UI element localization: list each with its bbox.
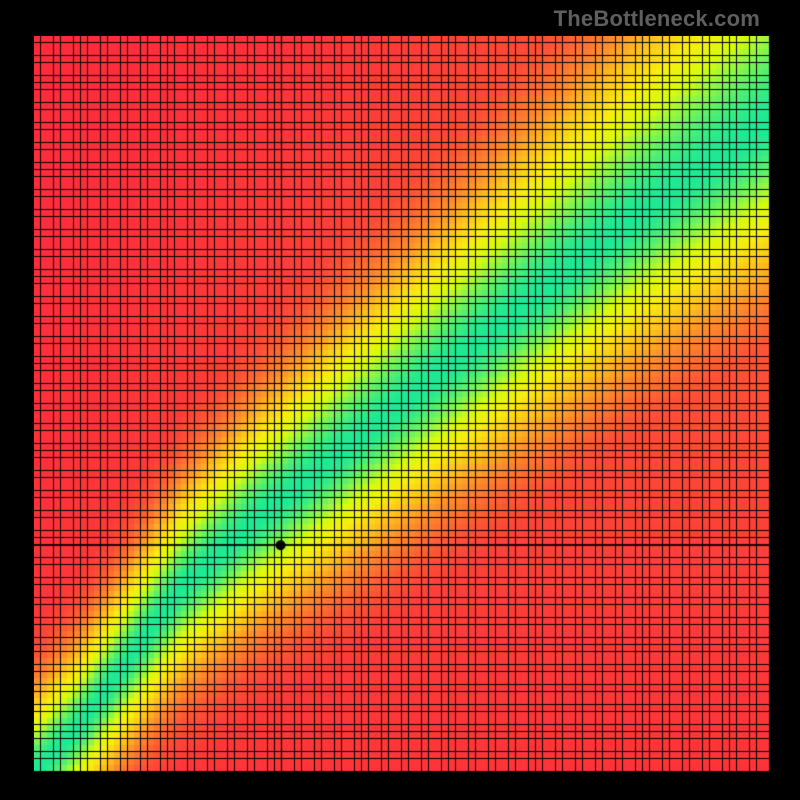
chart-container: TheBottleneck.com (0, 0, 800, 800)
watermark-text: TheBottleneck.com (554, 6, 760, 32)
crosshair-overlay (34, 36, 770, 772)
